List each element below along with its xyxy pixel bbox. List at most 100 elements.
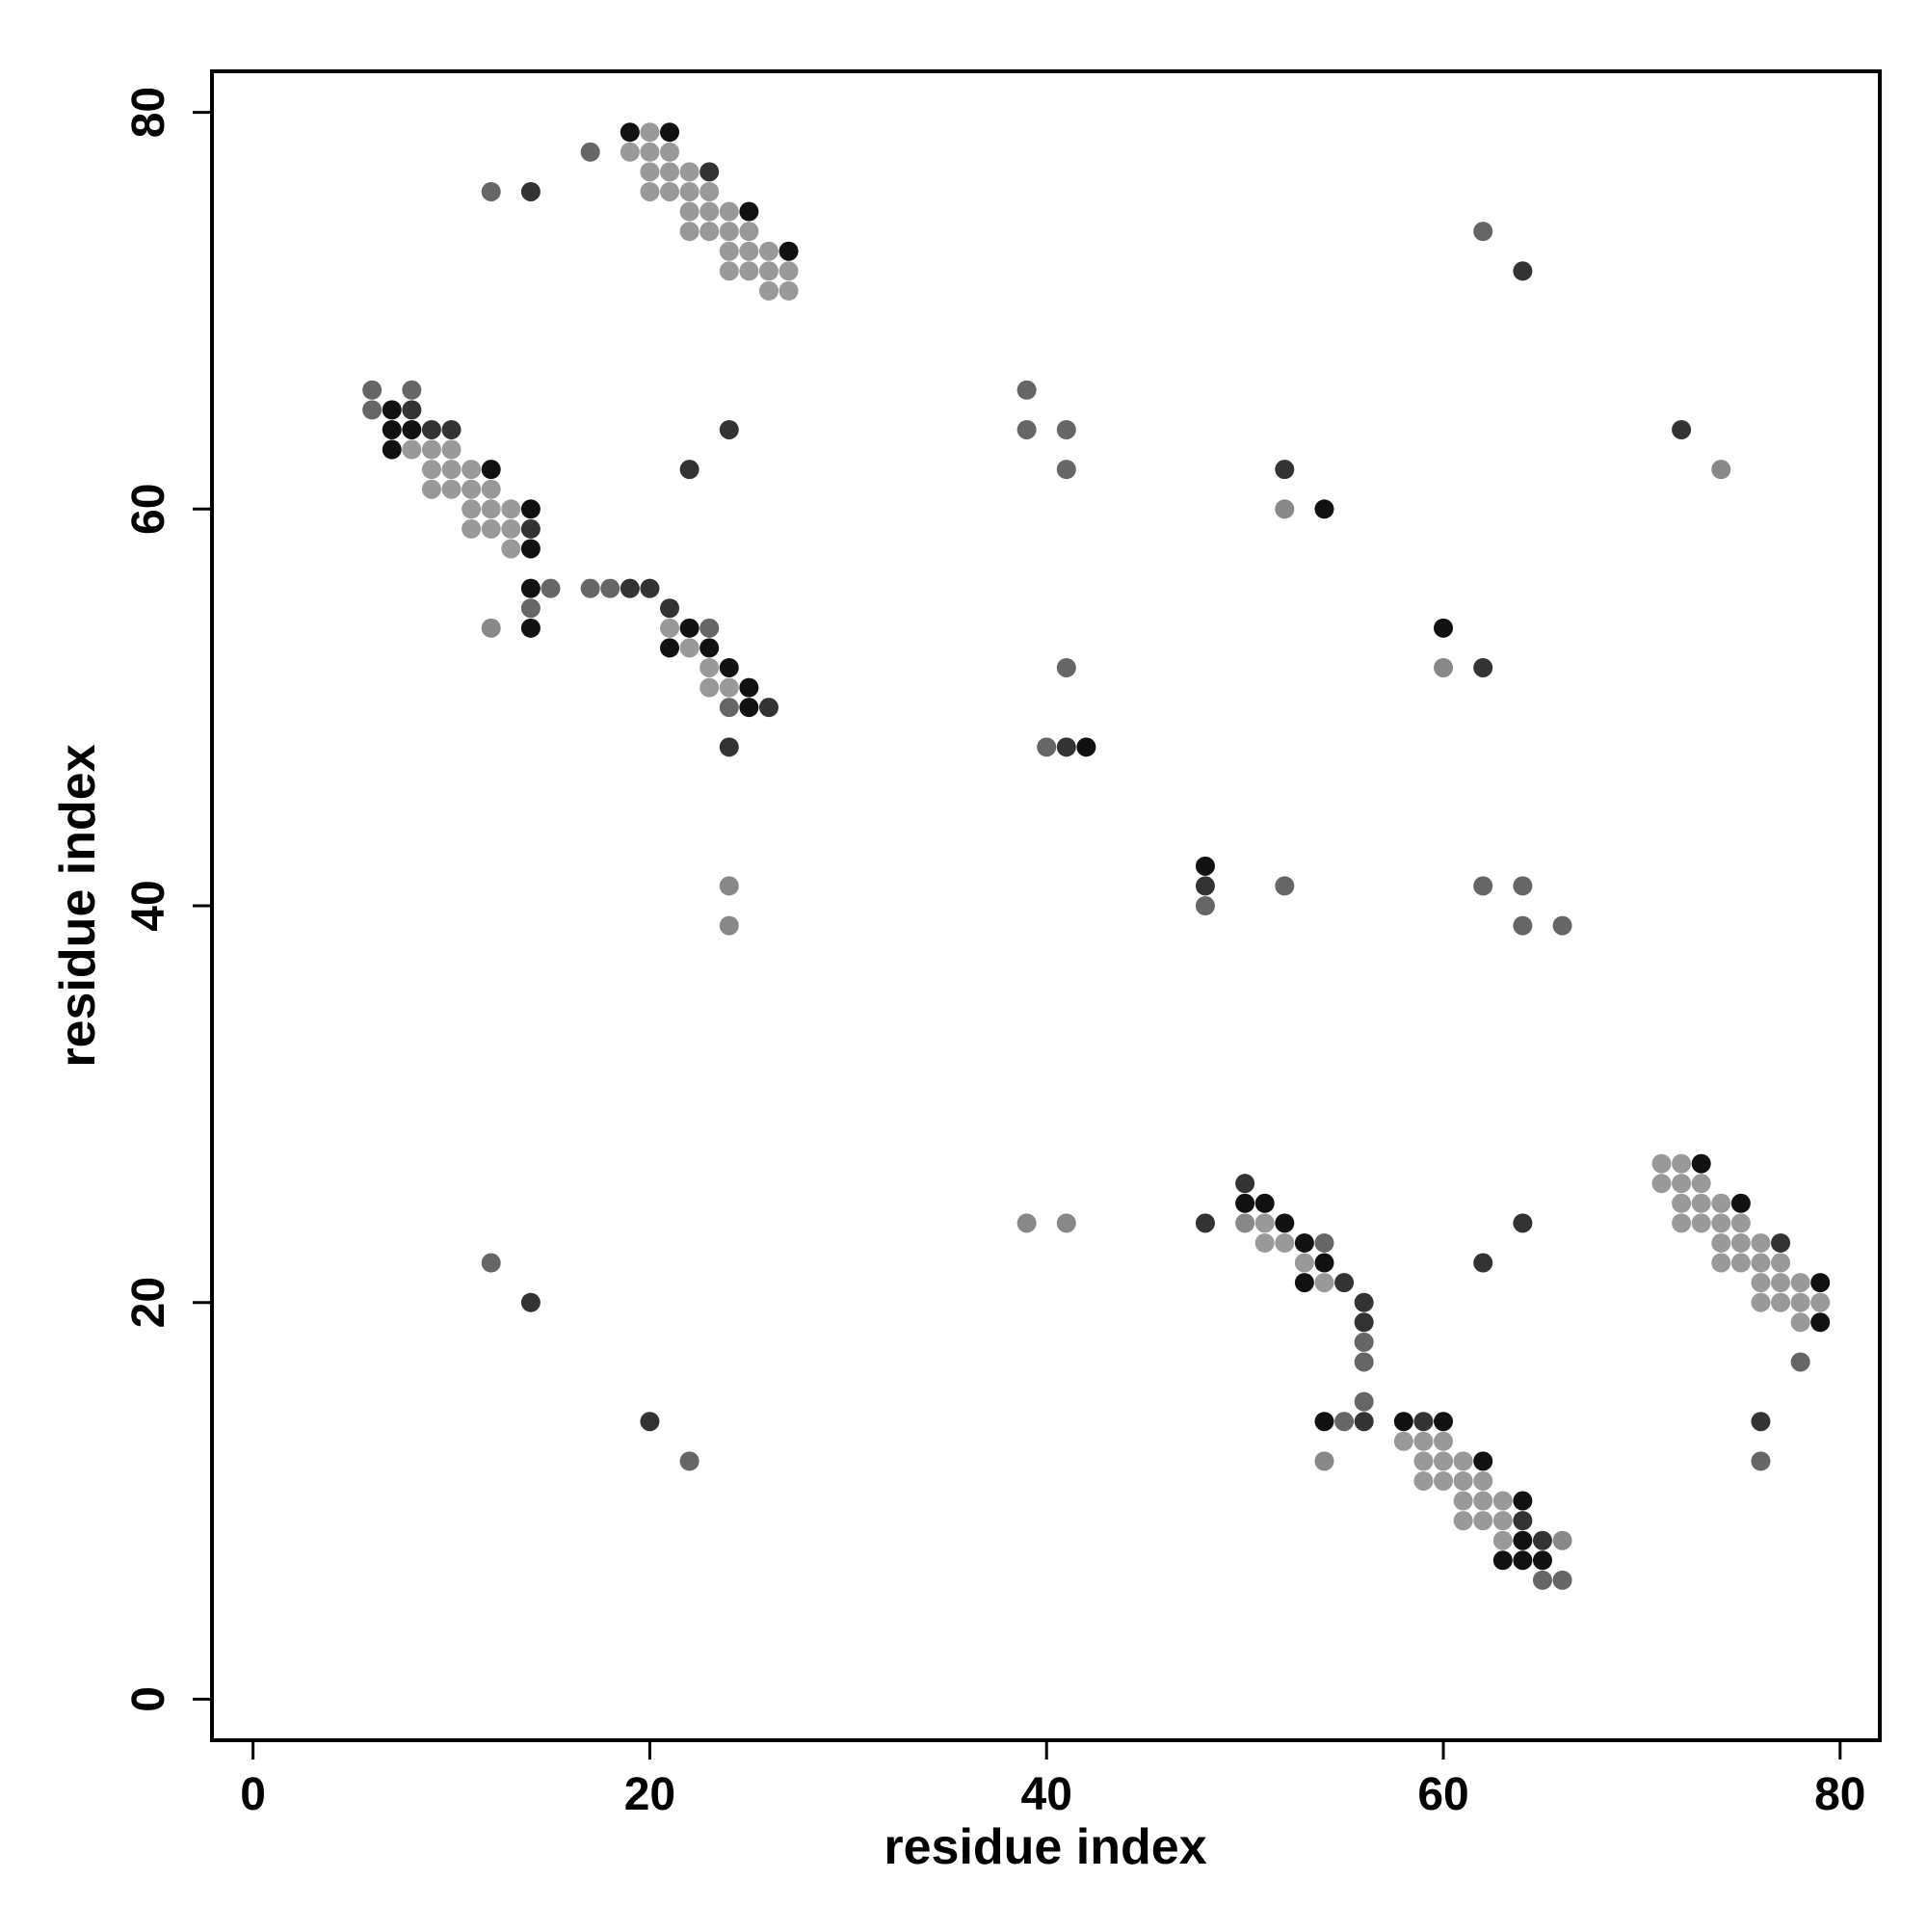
contact-point xyxy=(1016,419,1037,439)
contact-point xyxy=(620,122,640,143)
contact-point xyxy=(1513,261,1533,281)
contact-point xyxy=(1314,1232,1334,1253)
contact-point xyxy=(1691,1153,1711,1174)
contact-point xyxy=(1790,1352,1810,1372)
contact-point xyxy=(660,122,680,143)
contact-point xyxy=(1235,1174,1255,1194)
contact-point xyxy=(1473,1470,1493,1491)
x-tick-label: 40 xyxy=(1021,1769,1072,1820)
contact-point xyxy=(679,460,700,480)
contact-point xyxy=(1711,460,1731,480)
contact-point xyxy=(481,479,501,499)
contact-point xyxy=(520,499,541,519)
contact-point xyxy=(481,460,501,480)
contact-point xyxy=(1334,1412,1355,1432)
x-tick-label: 60 xyxy=(1417,1769,1468,1820)
contact-point xyxy=(1413,1412,1434,1432)
contact-point xyxy=(1810,1292,1831,1312)
contact-point xyxy=(1532,1570,1552,1590)
contact-point xyxy=(719,876,739,896)
contact-point xyxy=(1473,1511,1493,1531)
contact-point xyxy=(501,539,521,559)
contact-point xyxy=(1314,1412,1334,1432)
contact-point xyxy=(520,598,541,619)
contact-point xyxy=(441,460,462,480)
contact-point xyxy=(1314,1451,1334,1471)
contact-point xyxy=(1056,657,1076,677)
contact-point xyxy=(1651,1153,1672,1174)
contact-point xyxy=(1513,915,1533,936)
contact-point xyxy=(462,518,482,539)
contact-point xyxy=(719,201,739,222)
contact-point xyxy=(1730,1253,1751,1273)
contact-point xyxy=(700,638,720,658)
contact-point xyxy=(758,241,779,261)
contact-point xyxy=(520,1292,541,1312)
contact-point xyxy=(382,439,402,460)
contact-point xyxy=(1314,1273,1334,1293)
contact-point xyxy=(1672,1174,1692,1194)
contact-point xyxy=(739,677,759,698)
contact-point xyxy=(1672,1193,1692,1213)
contact-point xyxy=(1275,1213,1295,1233)
contact-point xyxy=(1056,737,1076,757)
x-tick-label: 80 xyxy=(1814,1769,1865,1820)
contact-point xyxy=(700,657,720,677)
contact-point xyxy=(1751,1253,1771,1273)
contact-point xyxy=(660,598,680,619)
contact-point xyxy=(1434,1451,1454,1471)
contact-point xyxy=(1413,1451,1434,1471)
contact-point xyxy=(1751,1412,1771,1432)
contact-point xyxy=(758,261,779,281)
contact-point xyxy=(421,439,441,460)
contact-point xyxy=(1056,460,1076,480)
contact-point xyxy=(1413,1470,1434,1491)
contact-point xyxy=(1810,1273,1831,1293)
contact-point xyxy=(1473,1253,1493,1273)
contact-point xyxy=(520,578,541,598)
contact-point xyxy=(481,499,501,519)
contact-point xyxy=(1314,499,1334,519)
contact-point xyxy=(1672,1153,1692,1174)
contact-point xyxy=(1393,1412,1413,1432)
contact-point xyxy=(679,181,700,201)
contact-point xyxy=(1294,1232,1314,1253)
contact-point xyxy=(1730,1213,1751,1233)
contact-point xyxy=(481,181,501,201)
y-tick-label: 20 xyxy=(123,1277,174,1328)
contact-point xyxy=(1275,499,1295,519)
contact-point xyxy=(779,280,799,301)
contact-point xyxy=(1354,1352,1374,1372)
contact-point xyxy=(679,201,700,222)
contact-point xyxy=(1473,222,1493,242)
contact-point xyxy=(1492,1511,1513,1531)
contact-point xyxy=(700,162,720,182)
contact-point xyxy=(1513,1550,1533,1571)
contact-point xyxy=(640,122,660,143)
contact-point xyxy=(1691,1174,1711,1194)
contact-point xyxy=(640,162,660,182)
contact-point xyxy=(1254,1213,1275,1233)
contact-point xyxy=(700,618,720,638)
contact-point xyxy=(1751,1232,1771,1253)
contact-point xyxy=(1434,1470,1454,1491)
contact-point xyxy=(462,460,482,480)
contact-point xyxy=(1354,1292,1374,1312)
contact-point xyxy=(402,380,422,400)
x-tick-label: 0 xyxy=(240,1769,266,1820)
contact-point xyxy=(1771,1273,1791,1293)
contact-point xyxy=(719,241,739,261)
contact-point xyxy=(739,201,759,222)
contact-point xyxy=(1651,1174,1672,1194)
contact-point xyxy=(1275,1232,1295,1253)
contact-point xyxy=(1016,1213,1037,1233)
contact-point xyxy=(640,1412,660,1432)
y-tick-label: 0 xyxy=(123,1686,174,1712)
contact-point xyxy=(1254,1193,1275,1213)
contact-point xyxy=(1314,1253,1334,1273)
contact-point xyxy=(719,222,739,242)
contact-point xyxy=(1453,1491,1473,1511)
contact-point xyxy=(481,518,501,539)
contact-point xyxy=(402,439,422,460)
